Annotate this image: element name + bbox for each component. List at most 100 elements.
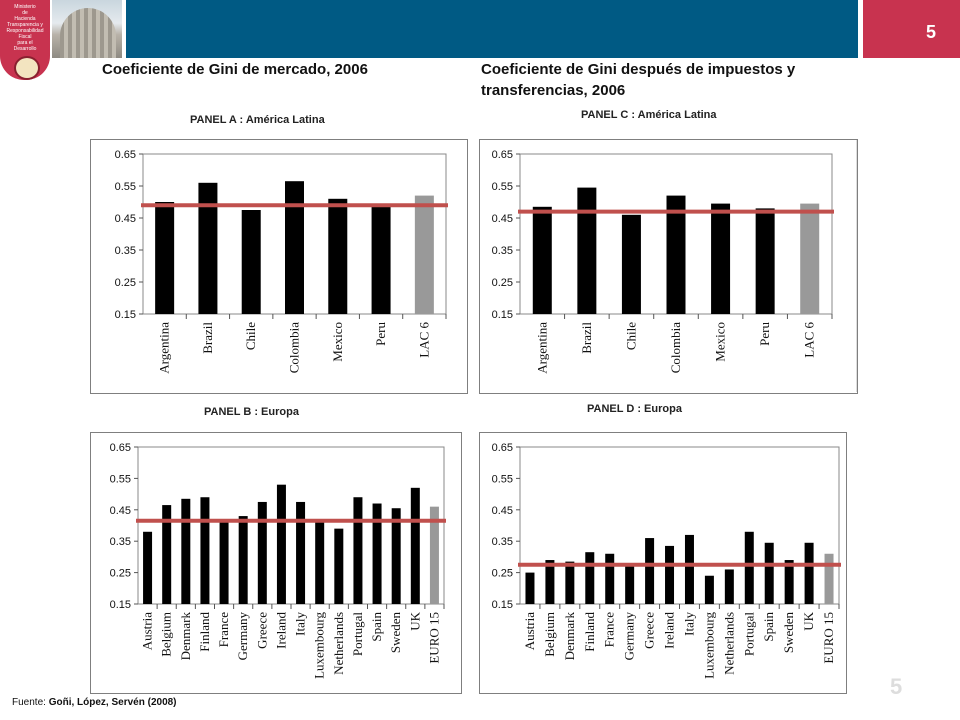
logo-text: Ministerio de Hacienda Transparencia y R… [6, 4, 44, 52]
y-tick-label: 0.35 [115, 245, 136, 257]
chart-panel-c: 0.15 0.25 0.35 0.45 0.55 0.65 Argentina Brazil C… [479, 139, 858, 394]
x-tick-label: Belgium [159, 612, 174, 657]
x-tick-label: Portugal [741, 612, 756, 656]
x-tick-label: Greece [254, 612, 269, 649]
bar [625, 563, 635, 604]
y-tick-label: 0.15 [115, 309, 136, 321]
x-tick-label: Belgium [542, 612, 557, 657]
panel-d-title: PANEL D : Europa [587, 403, 682, 415]
y-tick-label: 0.65 [492, 149, 513, 161]
chart-panel-a-svg: 0.15 0.25 0.35 0.45 0.55 0.65 Argentina Brazil C… [115, 149, 448, 374]
bar [162, 505, 172, 604]
x-tick-label: Greece [642, 612, 657, 649]
chart-panel-d-svg: 0.15 0.25 0.35 0.45 0.55 0.65 Austria Belgium De… [492, 442, 841, 679]
bar [429, 506, 439, 604]
y-tick-label: 0.35 [492, 536, 513, 548]
dome-image [60, 8, 116, 58]
slide-number-box: 5 [863, 0, 960, 58]
bar [704, 575, 714, 604]
bar [155, 202, 175, 314]
bar [181, 498, 191, 604]
y-tick-label: 0.45 [110, 505, 131, 517]
x-tick-label: Finland [582, 612, 597, 652]
divider-line [856, 140, 857, 392]
x-tick-label: France [216, 612, 231, 648]
x-tick-label: Colombia [668, 322, 683, 374]
bar [764, 542, 774, 604]
y-tick-label: 0.45 [492, 213, 513, 225]
x-tick-label: Spain [369, 612, 384, 642]
x-tick-label: Spain [761, 612, 776, 642]
chart-panel-b-svg: 0.15 0.25 0.35 0.45 0.55 0.65 Austria Belgium De… [110, 442, 446, 679]
y-tick-label: 0.55 [492, 473, 513, 485]
x-tick-label: Mexico [713, 322, 728, 362]
source-label: Fuente: [12, 697, 46, 708]
title-market-gini: Coeficiente de Gini de mercado, 2006 [102, 61, 368, 78]
y-tick-label: 0.45 [492, 505, 513, 517]
y-tick-label: 0.15 [492, 309, 513, 321]
chart-panel-c-svg: 0.15 0.25 0.35 0.45 0.55 0.65 Argentina Brazil C… [492, 149, 834, 374]
bar [744, 531, 754, 604]
x-tick-label: EURO 15 [426, 612, 441, 664]
x-tick-label: Ireland [273, 612, 288, 649]
x-tick-label: Italy [681, 612, 696, 636]
bar [755, 208, 775, 314]
y-tick-label: 0.25 [492, 568, 513, 580]
x-tick-label: Germany [622, 612, 637, 661]
x-tick-label: EURO 15 [821, 612, 836, 664]
x-tick-label: Luxembourg [312, 612, 327, 679]
x-tick-label: Chile [623, 322, 638, 350]
panel-a-title: PANEL A : América Latina [190, 114, 325, 126]
y-tick-label: 0.45 [115, 213, 136, 225]
x-tick-label: Peru [757, 322, 772, 346]
y-tick-label: 0.15 [110, 599, 131, 611]
bar [666, 195, 686, 314]
bar [285, 181, 304, 314]
x-tick-label: Peru [373, 322, 388, 346]
x-tick-label: LAC 6 [416, 322, 431, 358]
x-tick-label: Netherlands [331, 612, 346, 675]
bar [372, 503, 382, 604]
title-post-tax-gini: Coeficiente de Gini después de impuestos… [481, 61, 796, 99]
x-tick-label: Luxembourg [701, 612, 716, 679]
bar [219, 522, 229, 604]
bar [605, 553, 615, 604]
x-tick-label: UK [801, 611, 816, 630]
bar [724, 569, 734, 604]
x-tick-label: Brazil [200, 322, 215, 354]
x-tick-label: Austria [522, 612, 537, 651]
slide-number: 5 [925, 22, 936, 42]
x-tick-label: Denmark [562, 612, 577, 661]
x-tick-label: Portugal [350, 612, 365, 656]
bar [334, 528, 344, 604]
bar [665, 545, 675, 604]
x-tick-label: Netherlands [721, 612, 736, 675]
y-tick-label: 0.65 [110, 442, 131, 454]
x-tick-label: UK [407, 611, 422, 630]
x-tick-label: France [602, 612, 617, 648]
bar [621, 214, 641, 314]
y-tick-label: 0.25 [115, 277, 136, 289]
panel-c-title: PANEL C : América Latina [581, 109, 717, 121]
bar [800, 203, 820, 314]
source-text: Goñi, López, Servén (2008) [48, 697, 177, 708]
bar [198, 182, 218, 314]
bar [804, 542, 814, 604]
x-tick-label: Sweden [388, 612, 403, 654]
footer-page-number: 5 [890, 674, 903, 699]
x-tick-label: Austria [140, 612, 155, 651]
y-tick-label: 0.55 [110, 473, 131, 485]
bar [545, 560, 555, 604]
bar [532, 206, 552, 314]
y-tick-label: 0.65 [115, 149, 136, 161]
x-tick-label: Denmark [178, 612, 193, 661]
y-tick-label: 0.15 [492, 599, 513, 611]
x-tick-label: LAC 6 [802, 322, 817, 358]
emblem-icon [14, 56, 40, 80]
y-tick-label: 0.55 [492, 181, 513, 193]
bar [684, 534, 694, 604]
bar [371, 206, 391, 314]
y-tick-label: 0.25 [110, 568, 131, 580]
bar [645, 538, 655, 604]
building-photo [52, 0, 122, 58]
